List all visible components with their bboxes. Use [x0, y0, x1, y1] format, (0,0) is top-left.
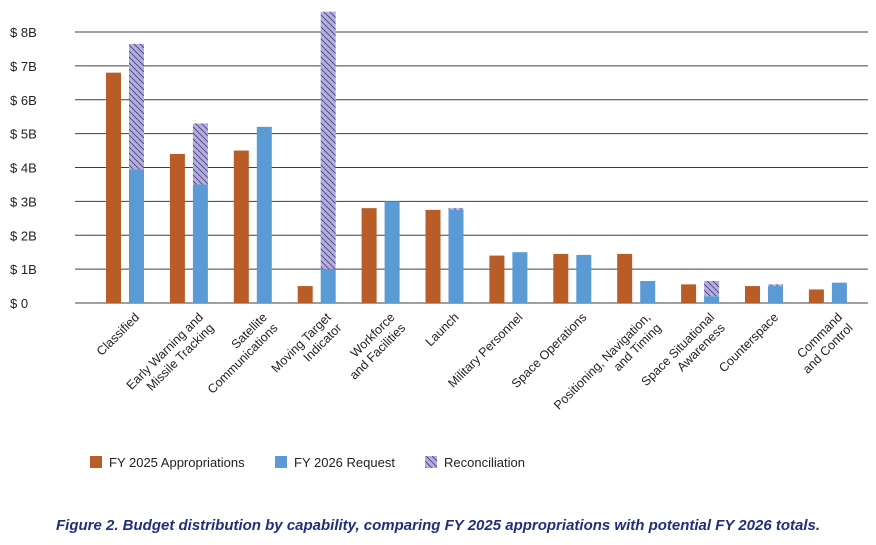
- x-category-label: Moving TargetIndicator: [269, 310, 345, 386]
- legend-label: FY 2026 Request: [294, 455, 395, 470]
- bar-fy2025: [297, 286, 313, 303]
- bar-fy2026: [192, 184, 208, 303]
- y-tick-label: $ 6B: [10, 93, 37, 108]
- bar-fy2025: [169, 153, 185, 303]
- bar-fy2025: [681, 284, 697, 303]
- bar-fy2025: [425, 209, 441, 303]
- x-category-label: Launch: [423, 310, 462, 349]
- bar-fy2026: [256, 126, 272, 303]
- bar-reconciliation: [768, 284, 783, 287]
- bar-fy2026: [768, 286, 783, 303]
- bar-fy2026: [704, 296, 720, 303]
- legend-label: FY 2025 Appropriations: [109, 455, 245, 470]
- bar-fy2026: [448, 209, 464, 303]
- bar-fy2025: [361, 208, 377, 303]
- bar-reconciliation: [704, 280, 720, 297]
- bar-fy2026: [512, 252, 528, 303]
- y-tick-label: $ 4B: [10, 161, 37, 176]
- y-tick-label: $ 5B: [10, 127, 37, 142]
- bar-reconciliation: [129, 43, 144, 170]
- bar-fy2025: [808, 289, 824, 303]
- bar-reconciliation: [192, 123, 208, 185]
- legend-swatch-fy2025: [90, 456, 102, 468]
- x-category-label: Commandand Control: [789, 310, 855, 376]
- bar-fy2025: [745, 286, 760, 303]
- y-tick-label: $ 2B: [10, 228, 37, 243]
- x-category-label: Counterspace: [716, 310, 781, 375]
- x-category-label: Workforceand Facilities: [336, 310, 408, 382]
- bar-fy2026: [384, 201, 400, 303]
- x-category-label: Classified: [94, 310, 142, 358]
- legend: FY 2025 Appropriations FY 2026 Request Rec…: [90, 455, 525, 470]
- bar-fy2026: [320, 269, 336, 303]
- bar-fy2026: [640, 280, 656, 303]
- y-axis-ticks: $ 0 $ 1B $ 2B $ 3B $ 4B $ 5B $ 6B $ 7B $ 8B: [10, 25, 37, 311]
- figure-caption: Figure 2. Budget distribution by capabil…: [55, 517, 821, 534]
- y-tick-label: $ 0: [10, 296, 28, 311]
- bar-fy2025: [489, 255, 505, 303]
- bar-fy2025: [617, 253, 633, 303]
- y-tick-label: $ 8B: [10, 25, 37, 40]
- bar-reconciliation: [320, 11, 336, 270]
- bar-fy2025: [553, 253, 569, 303]
- bar-fy2026: [129, 169, 144, 303]
- bar-fy2026: [831, 282, 847, 303]
- bar-reconciliation: [448, 208, 464, 210]
- legend-swatch-reconciliation: [425, 456, 437, 468]
- legend-label: Reconciliation: [444, 455, 525, 470]
- bar-series: [106, 11, 847, 304]
- bar-fy2026: [576, 254, 592, 303]
- bar-fy2025: [106, 72, 121, 304]
- y-tick-label: $ 7B: [10, 59, 37, 74]
- bar-fy2025: [233, 150, 249, 303]
- y-tick-label: $ 3B: [10, 194, 37, 209]
- y-tick-label: $ 1B: [10, 262, 37, 277]
- legend-swatch-fy2026: [275, 456, 287, 468]
